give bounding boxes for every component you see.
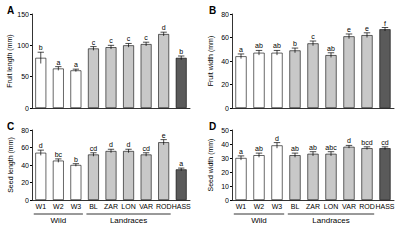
svg-text:b: b (39, 44, 43, 51)
svg-text:b: b (293, 40, 297, 47)
svg-text:ab: ab (255, 145, 263, 152)
svg-text:A: A (7, 5, 14, 16)
svg-text:a: a (74, 61, 78, 68)
svg-text:Seed length (mm): Seed length (mm) (7, 137, 15, 193)
svg-text:30: 30 (221, 155, 229, 162)
svg-text:50: 50 (221, 127, 229, 134)
svg-text:cd: cd (381, 139, 389, 146)
svg-text:20: 20 (21, 179, 29, 186)
svg-text:Wild: Wild (51, 216, 67, 225)
svg-text:ab: ab (273, 42, 281, 49)
svg-text:a: a (239, 148, 243, 155)
svg-text:HASS: HASS (172, 203, 191, 210)
svg-text:W3: W3 (71, 203, 82, 210)
svg-text:0: 0 (25, 197, 29, 204)
svg-text:D: D (209, 121, 216, 132)
svg-text:ROD: ROD (359, 203, 375, 210)
svg-text:ab: ab (309, 144, 317, 151)
svg-text:Fruit width (mm): Fruit width (mm) (207, 36, 215, 87)
svg-text:0: 0 (25, 105, 29, 112)
svg-text:20: 20 (221, 169, 229, 176)
svg-text:W1: W1 (36, 203, 47, 210)
svg-text:Seed width (mm): Seed width (mm) (207, 139, 215, 192)
svg-text:ZAR: ZAR (104, 203, 118, 210)
svg-text:e: e (162, 132, 166, 139)
svg-text:ab: ab (327, 45, 335, 52)
svg-text:cd: cd (90, 145, 98, 152)
svg-text:BL: BL (291, 203, 300, 210)
svg-text:Wild: Wild (251, 216, 267, 225)
svg-text:f: f (384, 20, 386, 27)
svg-text:d: d (127, 141, 131, 148)
svg-text:60: 60 (21, 144, 29, 151)
svg-text:150: 150 (17, 11, 29, 18)
svg-text:LON: LON (324, 203, 338, 210)
svg-text:10: 10 (221, 183, 229, 190)
svg-text:c: c (109, 37, 113, 44)
svg-text:80: 80 (21, 127, 29, 134)
svg-text:HASS: HASS (375, 203, 394, 210)
svg-text:VAR: VAR (342, 203, 356, 210)
svg-text:d: d (347, 137, 351, 144)
svg-text:c: c (92, 39, 96, 46)
svg-text:Landraces: Landraces (312, 216, 349, 225)
svg-text:a: a (179, 160, 183, 167)
svg-text:e: e (347, 26, 351, 33)
svg-text:ZAR: ZAR (306, 203, 320, 210)
svg-text:100: 100 (17, 42, 29, 49)
svg-text:e: e (365, 25, 369, 32)
svg-text:abc: abc (325, 144, 337, 151)
svg-text:40: 40 (21, 162, 29, 169)
svg-text:bcd: bcd (361, 139, 372, 146)
svg-text:W1: W1 (236, 203, 247, 210)
svg-text:b: b (74, 156, 78, 163)
svg-text:20: 20 (221, 81, 229, 88)
svg-text:d: d (162, 24, 166, 31)
svg-text:40: 40 (221, 141, 229, 148)
svg-text:d: d (39, 142, 43, 149)
svg-text:cd: cd (142, 145, 150, 152)
svg-text:a: a (239, 46, 243, 53)
svg-text:d: d (275, 135, 279, 142)
svg-text:60: 60 (221, 34, 229, 41)
svg-text:W2: W2 (254, 203, 265, 210)
svg-text:80: 80 (221, 11, 229, 18)
svg-text:c: c (311, 33, 315, 40)
svg-text:LON: LON (121, 203, 135, 210)
svg-text:c: c (127, 35, 131, 42)
svg-text:VAR: VAR (139, 203, 153, 210)
svg-text:bc: bc (55, 151, 63, 158)
svg-text:d: d (109, 141, 113, 148)
svg-text:W3: W3 (272, 203, 283, 210)
svg-text:a: a (56, 59, 60, 66)
svg-text:ab: ab (291, 145, 299, 152)
svg-text:50: 50 (21, 73, 29, 80)
svg-text:ab: ab (255, 42, 263, 49)
svg-text:C: C (7, 121, 14, 132)
svg-text:Landraces: Landraces (110, 216, 147, 225)
svg-text:W2: W2 (53, 203, 64, 210)
svg-text:ROD: ROD (156, 203, 172, 210)
svg-text:0: 0 (225, 197, 229, 204)
svg-text:Fruit length (mm): Fruit length (mm) (6, 34, 14, 87)
svg-text:BL: BL (89, 203, 98, 210)
svg-text:c: c (144, 34, 148, 41)
svg-text:0: 0 (225, 105, 229, 112)
svg-text:b: b (179, 48, 183, 55)
svg-text:40: 40 (221, 58, 229, 65)
svg-text:B: B (209, 5, 216, 16)
